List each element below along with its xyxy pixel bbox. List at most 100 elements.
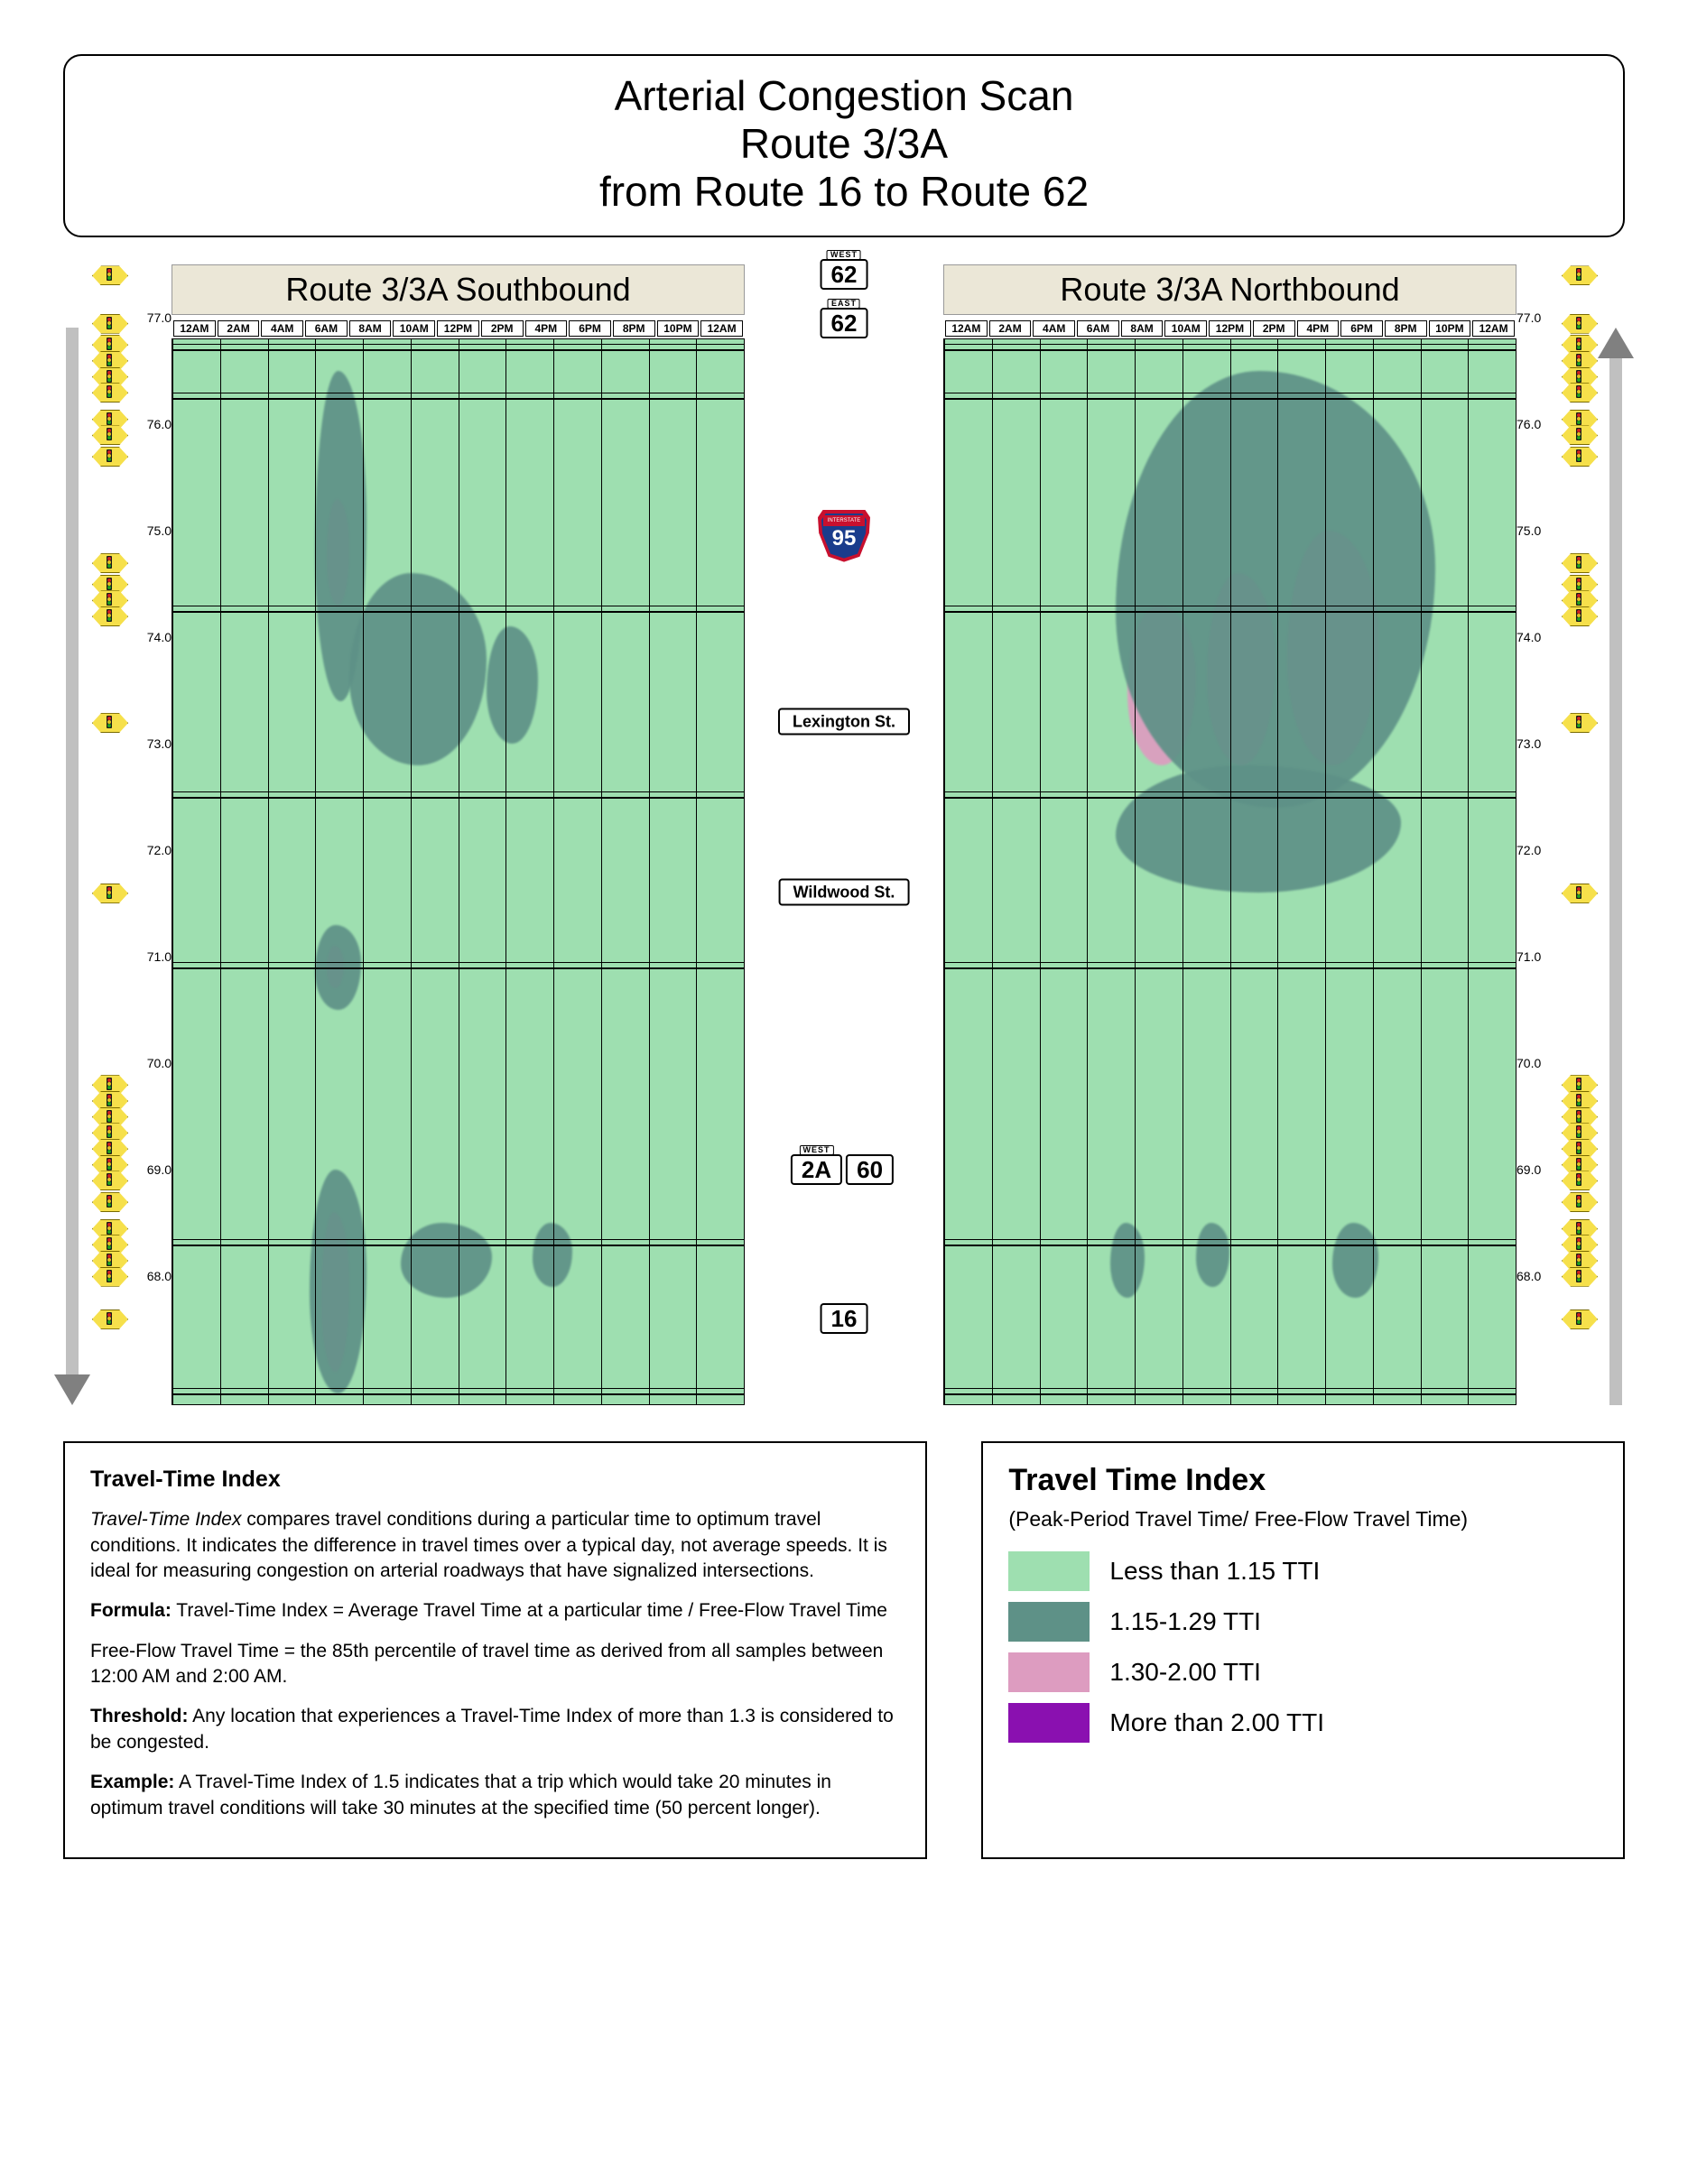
legend-title: Travel Time Index bbox=[1008, 1463, 1598, 1498]
legend-row: 1.15-1.29 TTI bbox=[1008, 1602, 1598, 1642]
traffic-signal-icon bbox=[92, 884, 126, 902]
route-badge: 60 bbox=[846, 1154, 894, 1185]
legend-row: More than 2.00 TTI bbox=[1008, 1703, 1598, 1743]
cross-street-label: Lexington St. bbox=[778, 713, 910, 732]
legend-label: More than 2.00 TTI bbox=[1109, 1708, 1324, 1737]
signal-col-nb-right bbox=[1560, 264, 1598, 1405]
cross-street-label: 62EAST bbox=[821, 308, 868, 338]
traffic-signal-icon bbox=[92, 447, 126, 465]
time-tick: 10PM bbox=[1429, 320, 1471, 337]
traffic-signal-icon bbox=[1562, 314, 1596, 332]
legend-rows: Less than 1.15 TTI 1.15-1.29 TTI 1.30-2.00… bbox=[1008, 1551, 1598, 1743]
crossline bbox=[172, 791, 744, 792]
milepost-label: 73.0 bbox=[1516, 737, 1560, 750]
crossline bbox=[944, 1393, 1516, 1395]
time-axis-northbound: 12AM2AM4AM6AM8AM10AM12PM2PM4PM6PM8PM10PM… bbox=[943, 320, 1516, 337]
traffic-signal-icon bbox=[92, 553, 126, 571]
time-tick: 4PM bbox=[525, 320, 568, 337]
panel-northbound: Route 3/3A Northbound 12AM2AM4AM6AM8AM10… bbox=[943, 264, 1516, 1405]
traffic-signal-icon bbox=[92, 265, 126, 283]
traffic-signal-icon bbox=[1562, 1309, 1596, 1328]
example-text: A Travel-Time Index of 1.5 indicates tha… bbox=[90, 1772, 831, 1818]
legend-row: 1.30-2.00 TTI bbox=[1008, 1652, 1598, 1692]
crossline bbox=[944, 967, 1516, 969]
traffic-signal-icon bbox=[92, 713, 126, 731]
traffic-signal-icon bbox=[1562, 884, 1596, 902]
traffic-signal-icon bbox=[92, 425, 126, 443]
milepost-label: 77.0 bbox=[128, 311, 172, 324]
legend-label: 1.30-2.00 TTI bbox=[1109, 1658, 1261, 1687]
milepost-label: 68.0 bbox=[128, 1270, 172, 1282]
traffic-signal-icon bbox=[92, 1171, 126, 1189]
time-tick: 10AM bbox=[1164, 320, 1207, 337]
arrow-stem bbox=[66, 328, 79, 1374]
explanation-intro: Travel-Time Index compares travel condit… bbox=[90, 1507, 900, 1584]
cross-street-label: 2AWEST60 bbox=[791, 1154, 897, 1185]
route-badge: 2AWEST bbox=[791, 1154, 842, 1185]
direction-arrow-northbound bbox=[1598, 264, 1634, 1405]
street-badge: Lexington St. bbox=[778, 708, 910, 736]
traffic-signal-icon bbox=[92, 383, 126, 401]
heatmap-southbound bbox=[172, 338, 745, 1405]
legend-row: Less than 1.15 TTI bbox=[1008, 1551, 1598, 1591]
cross-street-label: INTERSTATE95 bbox=[818, 510, 870, 562]
legend-swatch bbox=[1008, 1602, 1090, 1642]
milepost-label: 72.0 bbox=[128, 844, 172, 856]
traffic-signal-icon bbox=[1562, 606, 1596, 625]
time-tick: 6PM bbox=[1340, 320, 1383, 337]
traffic-signal-icon bbox=[92, 1192, 126, 1210]
traffic-signal-icon bbox=[92, 606, 126, 625]
traffic-signal-icon bbox=[1562, 1171, 1596, 1189]
example-label: Example: bbox=[90, 1772, 174, 1792]
legend-swatch bbox=[1008, 1652, 1090, 1692]
time-tick: 8PM bbox=[613, 320, 655, 337]
time-tick: 12PM bbox=[437, 320, 479, 337]
explanation-intro-em: Travel-Time Index bbox=[90, 1509, 241, 1530]
congestion-blob bbox=[1110, 1223, 1145, 1298]
crossline bbox=[172, 962, 744, 963]
milepost-label: 76.0 bbox=[128, 418, 172, 430]
legend-subtitle: (Peak-Period Travel Time/ Free-Flow Trav… bbox=[1008, 1507, 1598, 1532]
crossline bbox=[944, 349, 1516, 351]
crossline bbox=[172, 1388, 744, 1389]
crossline bbox=[944, 791, 1516, 792]
bottom-row: Travel-Time Index Travel-Time Index comp… bbox=[45, 1441, 1643, 1859]
direction-arrow-southbound bbox=[54, 264, 90, 1405]
time-tick: 12PM bbox=[1209, 320, 1251, 337]
panel-header-southbound: Route 3/3A Southbound bbox=[172, 264, 745, 315]
arrow-head-up-icon bbox=[1598, 328, 1634, 358]
cross-street-label: Wildwood St. bbox=[779, 883, 910, 902]
panel-southbound: Route 3/3A Southbound 12AM2AM4AM6AM8AM10… bbox=[172, 264, 745, 1405]
cross-street-label: 62WEST bbox=[821, 259, 868, 290]
time-tick: 6AM bbox=[305, 320, 348, 337]
time-tick: 10AM bbox=[393, 320, 435, 337]
milepost-label: 69.0 bbox=[1516, 1163, 1560, 1176]
threshold-label: Threshold: bbox=[90, 1706, 189, 1726]
crossline bbox=[944, 1239, 1516, 1240]
panel-header-northbound: Route 3/3A Northbound bbox=[943, 264, 1516, 315]
explanation-example: Example: A Travel-Time Index of 1.5 indi… bbox=[90, 1770, 900, 1821]
traffic-signal-icon bbox=[92, 1309, 126, 1328]
crossline bbox=[944, 1245, 1516, 1246]
formula-label: Formula: bbox=[90, 1600, 172, 1621]
time-tick: 6PM bbox=[569, 320, 611, 337]
crossline bbox=[944, 611, 1516, 613]
street-badge: Wildwood St. bbox=[779, 878, 910, 905]
time-tick: 8AM bbox=[1121, 320, 1164, 337]
milepost-label: 74.0 bbox=[128, 631, 172, 643]
explanation-freeflow: Free-Flow Travel Time = the 85th percent… bbox=[90, 1639, 900, 1690]
traffic-signal-icon bbox=[92, 1267, 126, 1285]
threshold-text: Any location that experiences a Travel-T… bbox=[90, 1706, 894, 1752]
traffic-signal-icon bbox=[1562, 1267, 1596, 1285]
title-line-3: from Route 16 to Route 62 bbox=[65, 168, 1623, 216]
page: Arterial Congestion Scan Route 3/3A from… bbox=[0, 0, 1688, 1904]
time-tick: 2PM bbox=[1253, 320, 1295, 337]
explanation-threshold: Threshold: Any location that experiences… bbox=[90, 1704, 900, 1755]
route-badge: 62EAST bbox=[821, 308, 868, 338]
milepost-label: 71.0 bbox=[128, 950, 172, 963]
crossline bbox=[172, 611, 744, 613]
legend-swatch bbox=[1008, 1551, 1090, 1591]
title-line-1: Arterial Congestion Scan bbox=[65, 72, 1623, 120]
crossline bbox=[944, 962, 1516, 963]
traffic-signal-icon bbox=[1562, 447, 1596, 465]
